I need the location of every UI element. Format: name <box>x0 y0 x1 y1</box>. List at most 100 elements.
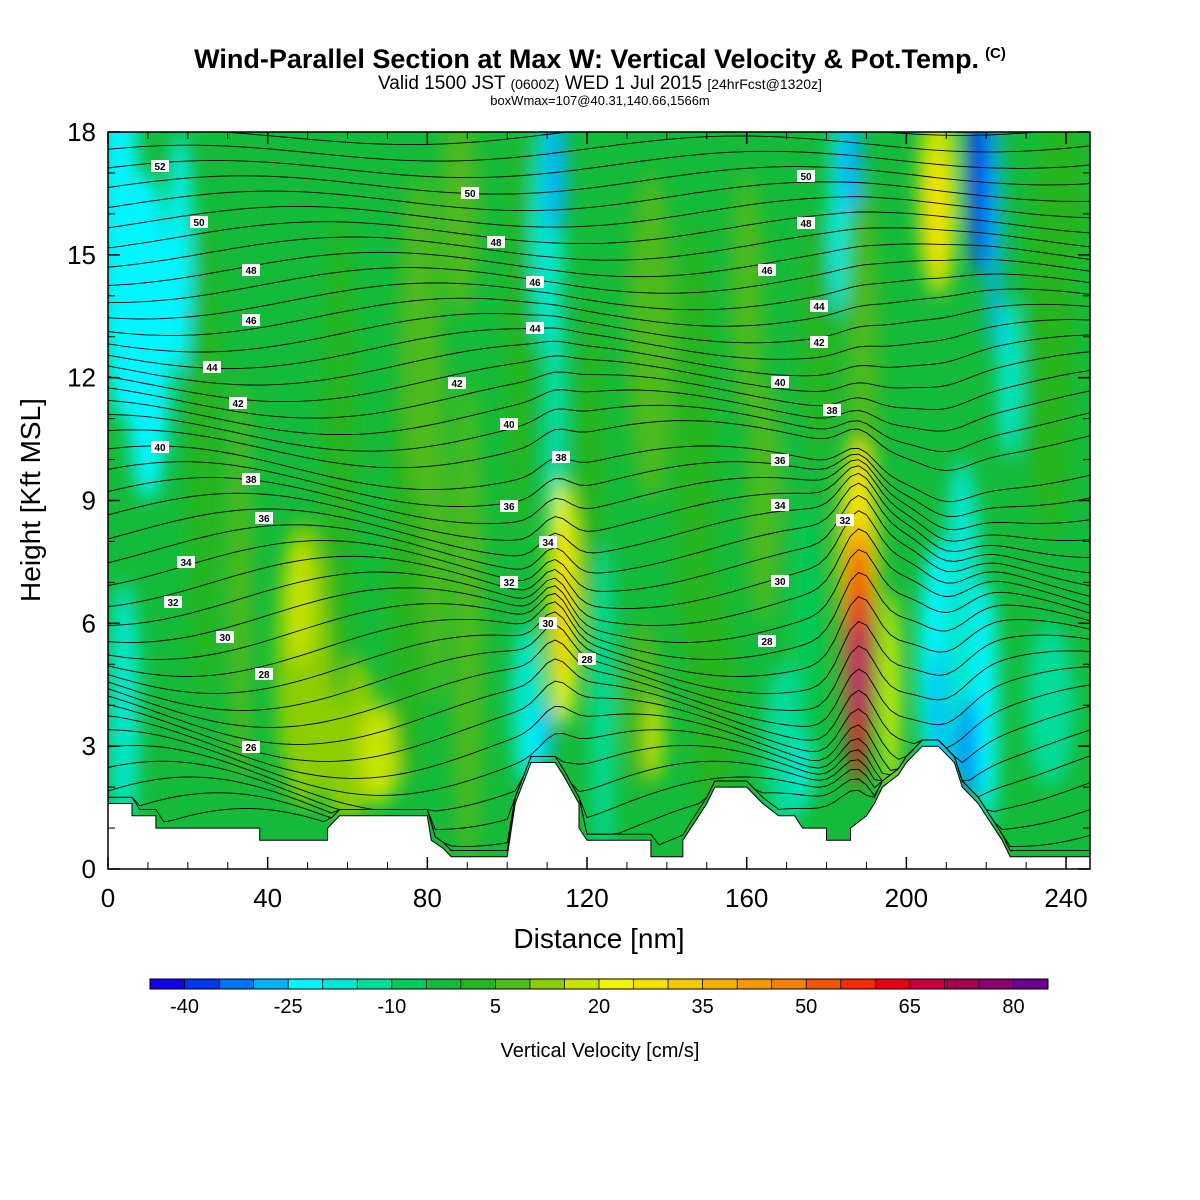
y-tick-label: 18 <box>67 117 96 147</box>
field-cell <box>1026 623 1075 788</box>
field-cell <box>108 582 140 829</box>
theta-label: 36 <box>771 454 789 467</box>
theta-label-text: 28 <box>581 655 593 666</box>
theta-label: 40 <box>500 418 518 431</box>
field-cell <box>746 377 779 624</box>
theta-label: 36 <box>255 512 273 525</box>
theta-contour <box>108 404 1090 453</box>
theta-contour <box>108 288 1090 336</box>
colorbar-tick-label: -25 <box>274 996 303 1018</box>
theta-contour <box>108 596 1090 677</box>
theta-label: 50 <box>190 216 208 229</box>
theta-contour-labels: 52 50 48 46 44 42 40 38 36 34 32 30 28 26 50 48 46 44 42 40… <box>151 160 854 754</box>
theta-label: 50 <box>797 170 815 183</box>
theta-contour <box>108 549 1090 643</box>
field-cell <box>579 295 603 624</box>
theta-contour <box>108 528 1090 626</box>
y-tick-label: 6 <box>82 608 96 638</box>
field-cell <box>646 697 663 779</box>
theta-label-text: 34 <box>180 558 192 569</box>
field-cell <box>794 500 819 747</box>
colorbar-swatch <box>702 979 738 989</box>
theta-label: 28 <box>578 653 596 666</box>
colorbar-swatch <box>909 979 945 989</box>
colorbar-tick-label: 50 <box>795 996 817 1018</box>
theta-contour <box>108 351 1090 403</box>
theta-label: 46 <box>758 264 776 277</box>
theta-label-text: 36 <box>258 514 270 525</box>
theta-label-text: 50 <box>193 218 205 229</box>
copyright-mark: (C) <box>985 45 1006 62</box>
theta-label: 28 <box>758 635 776 648</box>
colorbar-swatch <box>529 979 565 989</box>
field-cell <box>974 582 999 829</box>
theta-contour <box>108 181 1090 212</box>
theta-label: 44 <box>810 300 828 313</box>
colorbar-swatch <box>771 979 807 989</box>
y-tick-label: 15 <box>67 240 96 270</box>
theta-label: 42 <box>810 336 828 349</box>
x-tick-label: 80 <box>413 883 442 913</box>
colorbar-swatch <box>564 979 600 989</box>
x-tick-label: 160 <box>725 883 768 913</box>
theta-label-text: 42 <box>451 379 463 390</box>
theta-label: 26 <box>242 741 260 754</box>
theta-label: 42 <box>448 377 466 390</box>
x-tick-label: 240 <box>1044 883 1087 913</box>
chart-title: Wind-Parallel Section at Max W: Vertical… <box>194 44 1006 74</box>
colorbar-swatch <box>737 979 773 989</box>
theta-contour <box>108 150 1090 179</box>
colorbar-tick-label: 35 <box>691 996 713 1018</box>
field-cell <box>838 132 863 214</box>
field-cell <box>439 132 480 317</box>
colorbar: -40 -25 -10 5 20 35 50 65 80 <box>149 978 1049 1018</box>
x-tick-label: 200 <box>885 883 928 913</box>
theta-label: 48 <box>487 236 505 249</box>
theta-label: 38 <box>242 473 260 486</box>
theta-label: 34 <box>177 556 195 569</box>
theta-contour <box>108 88 1090 111</box>
colorbar-swatch <box>219 979 255 989</box>
theta-contour <box>108 166 1090 195</box>
chart-subtitle: Valid 1500 JST (0600Z) WED 1 Jul 2015 [2… <box>378 73 822 94</box>
theta-label: 48 <box>797 217 815 230</box>
theta-label-text: 44 <box>206 363 218 374</box>
theta-contour <box>108 658 1090 749</box>
field-cell <box>541 697 554 763</box>
x-tick-label: 40 <box>253 883 282 913</box>
colorbar-tick-label: -10 <box>377 996 406 1018</box>
theta-contour <box>108 453 1090 518</box>
colorbar-swatch <box>944 979 980 989</box>
colorbar-tick-label: 80 <box>1002 996 1024 1018</box>
x-tick-label: 0 <box>101 883 115 913</box>
theta-label: 44 <box>526 322 544 335</box>
field-cell <box>968 132 989 276</box>
colorbar-swatch <box>668 979 704 989</box>
field-cell <box>998 295 1023 460</box>
theta-label-text: 28 <box>761 637 773 648</box>
theta-label: 46 <box>526 276 544 289</box>
colorbar-swatch <box>495 979 531 989</box>
theta-label: 36 <box>500 500 518 513</box>
theta-contour <box>108 243 1090 286</box>
field-cell <box>451 377 484 869</box>
theta-label-text: 40 <box>154 443 166 454</box>
theta-label: 32 <box>164 596 182 609</box>
theta-contour <box>108 482 1090 574</box>
y-axis-label: Height [Kft MSL] <box>15 398 46 602</box>
colorbar-swatch <box>978 979 1014 989</box>
theta-label-text: 30 <box>542 619 554 630</box>
theta-contour <box>108 420 1090 472</box>
x-axis-label: Distance [nm] <box>513 923 684 954</box>
theta-contour <box>108 227 1090 268</box>
theta-label-text: 32 <box>167 598 179 609</box>
colorbar-swatch <box>806 979 842 989</box>
theta-label: 30 <box>771 575 789 588</box>
colorbar-tick-label: 20 <box>588 996 610 1018</box>
vertical-velocity-field <box>108 132 1087 869</box>
colorbar-swatch <box>840 979 876 989</box>
theta-contour <box>108 273 1090 320</box>
theta-contour <box>108 258 1090 303</box>
colorbar-swatch <box>322 979 358 989</box>
